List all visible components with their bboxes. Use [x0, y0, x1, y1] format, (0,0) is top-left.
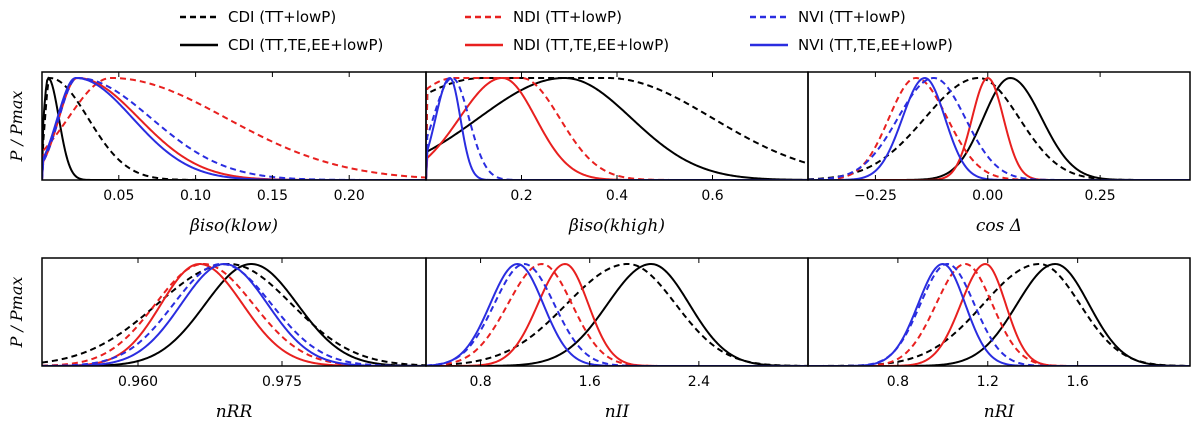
- panel-frame: [807, 257, 1191, 367]
- curve-ndi-tt-te-ee-lowp: [808, 76, 1190, 180]
- curve-cdi-tt-lowp: [42, 76, 426, 180]
- curve-nvi-tt-te-ee-lowp: [42, 77, 426, 180]
- x-axis-label: cos Δ: [976, 216, 1022, 236]
- curve-ndi-tt-te-ee-lowp: [808, 263, 1190, 366]
- curve-ndi-tt-lowp: [808, 263, 1190, 366]
- curve-nvi-tt-lowp: [808, 76, 1190, 180]
- x-tick-label: 0.10: [180, 188, 211, 204]
- x-axis-label: βiso(khigh): [568, 216, 665, 236]
- curve-ndi-tt-lowp: [426, 77, 808, 180]
- x-tick-label: 1.6: [579, 374, 601, 390]
- curve-ndi-tt-lowp: [42, 76, 426, 180]
- legend-item-cdi-tt-lowp: CDI (TT+lowP): [180, 8, 336, 26]
- curve-nvi-tt-lowp: [426, 262, 808, 366]
- y-axis-label: P / Pmax: [7, 277, 26, 349]
- y-axis-label: P / Pmax: [7, 91, 26, 163]
- x-tick-label: 0.6: [701, 188, 723, 204]
- legend-item-ndi-tt-lowp: NDI (TT+lowP): [465, 8, 622, 26]
- curve-nvi-tt-lowp: [42, 76, 426, 180]
- panel-iso-klow: 0.05 0.10 0.15 0.20 βiso(klow) P / Pmax: [7, 71, 427, 236]
- x-tick-label: 0.00: [972, 188, 1003, 204]
- legend-item-cdi-tt-te-ee-lowp: CDI (TT,TE,EE+lowP): [180, 36, 383, 54]
- x-tick-label: 0.15: [257, 188, 288, 204]
- x-tick-label: 0.8: [469, 374, 491, 390]
- curve-cdi-tt-te-ee-lowp: [426, 76, 808, 180]
- panel-nii: 0.8 1.6 2.4 nII: [425, 257, 809, 422]
- x-tick-label: 0.20: [334, 188, 365, 204]
- curve-cdi-tt-lowp: [426, 263, 808, 366]
- legend-label: NVI (TT,TE,EE+lowP): [798, 36, 953, 54]
- curve-nvi-tt-te-ee-lowp: [426, 76, 808, 180]
- x-axis-label: βiso(klow): [189, 216, 278, 236]
- curve-nvi-tt-te-ee-lowp: [426, 263, 808, 366]
- panel-frame: [41, 71, 427, 181]
- x-axis-label: nRR: [216, 402, 253, 422]
- legend-item-ndi-tt-te-ee-lowp: NDI (TT,TE,EE+lowP): [465, 36, 669, 54]
- x-tick-label: 0.05: [103, 188, 134, 204]
- panel-iso-khigh: 0.2 0.4 0.6 βiso(khigh): [425, 71, 809, 236]
- curve-cdi-tt-lowp: [808, 76, 1190, 180]
- curve-ndi-tt-lowp: [426, 262, 808, 366]
- curve-ndi-tt-te-ee-lowp: [426, 76, 808, 180]
- legend-label: CDI (TT,TE,EE+lowP): [228, 36, 383, 54]
- curve-nvi-tt-te-ee-lowp: [42, 263, 426, 366]
- legend-label: NDI (TT+lowP): [513, 8, 622, 26]
- legend-label: NVI (TT+lowP): [798, 8, 906, 26]
- curve-cdi-tt-te-ee-lowp: [426, 262, 808, 366]
- curve-nvi-tt-te-ee-lowp: [808, 262, 1190, 366]
- panel-cos: −0.25 0.00 0.25 cos Δ: [807, 71, 1191, 236]
- x-tick-label: −0.25: [854, 188, 897, 204]
- curve-cdi-tt-lowp: [426, 77, 808, 180]
- x-axis-label: nRI: [984, 402, 1015, 422]
- curve-ndi-tt-lowp: [808, 77, 1190, 180]
- x-tick-label: 0.25: [1085, 188, 1116, 204]
- x-tick-label: 0.4: [606, 188, 628, 204]
- legend-label: CDI (TT+lowP): [228, 8, 336, 26]
- curve-nvi-tt-lowp: [808, 263, 1190, 366]
- curve-cdi-tt-lowp: [808, 262, 1190, 366]
- legend-label: NDI (TT,TE,EE+lowP): [513, 36, 669, 54]
- curve-nvi-tt-lowp: [42, 262, 426, 366]
- curve-cdi-tt-te-ee-lowp: [808, 262, 1190, 366]
- legend-item-nvi-tt-te-ee-lowp: NVI (TT,TE,EE+lowP): [750, 36, 953, 54]
- panel-frame: [425, 257, 809, 367]
- curve-nvi-tt-lowp: [426, 77, 808, 180]
- x-tick-label: 1.2: [977, 374, 999, 390]
- x-tick-label: 0.2: [510, 188, 532, 204]
- x-tick-label: 0.8: [887, 374, 909, 390]
- panel-nrr: 0.960 0.975 nRR P / Pmax: [7, 257, 427, 422]
- curve-cdi-tt-te-ee-lowp: [42, 76, 426, 180]
- panel-grid: 0.05 0.10 0.15 0.20 βiso(klow) P / Pmax 0.2 0.4…: [7, 71, 1191, 422]
- curve-cdi-tt-te-ee-lowp: [42, 263, 426, 366]
- curve-ndi-tt-te-ee-lowp: [42, 262, 426, 366]
- legend: CDI (TT+lowP) CDI (TT,TE,EE+lowP) NDI (TT+…: [180, 8, 953, 54]
- curve-ndi-tt-lowp: [42, 262, 426, 366]
- panel-frame: [41, 257, 427, 367]
- legend-item-nvi-tt-lowp: NVI (TT+lowP): [750, 8, 906, 26]
- x-tick-label: 0.975: [262, 374, 302, 390]
- x-axis-label: nII: [605, 402, 630, 422]
- curve-cdi-tt-lowp: [42, 262, 426, 366]
- x-tick-label: 1.6: [1067, 374, 1089, 390]
- curve-ndi-tt-te-ee-lowp: [42, 76, 426, 180]
- panel-nri: 0.8 1.2 1.6 nRI: [807, 257, 1191, 422]
- panel-frame: [807, 71, 1191, 181]
- curve-ndi-tt-te-ee-lowp: [426, 263, 808, 366]
- x-tick-label: 0.960: [118, 374, 158, 390]
- x-tick-label: 2.4: [688, 374, 710, 390]
